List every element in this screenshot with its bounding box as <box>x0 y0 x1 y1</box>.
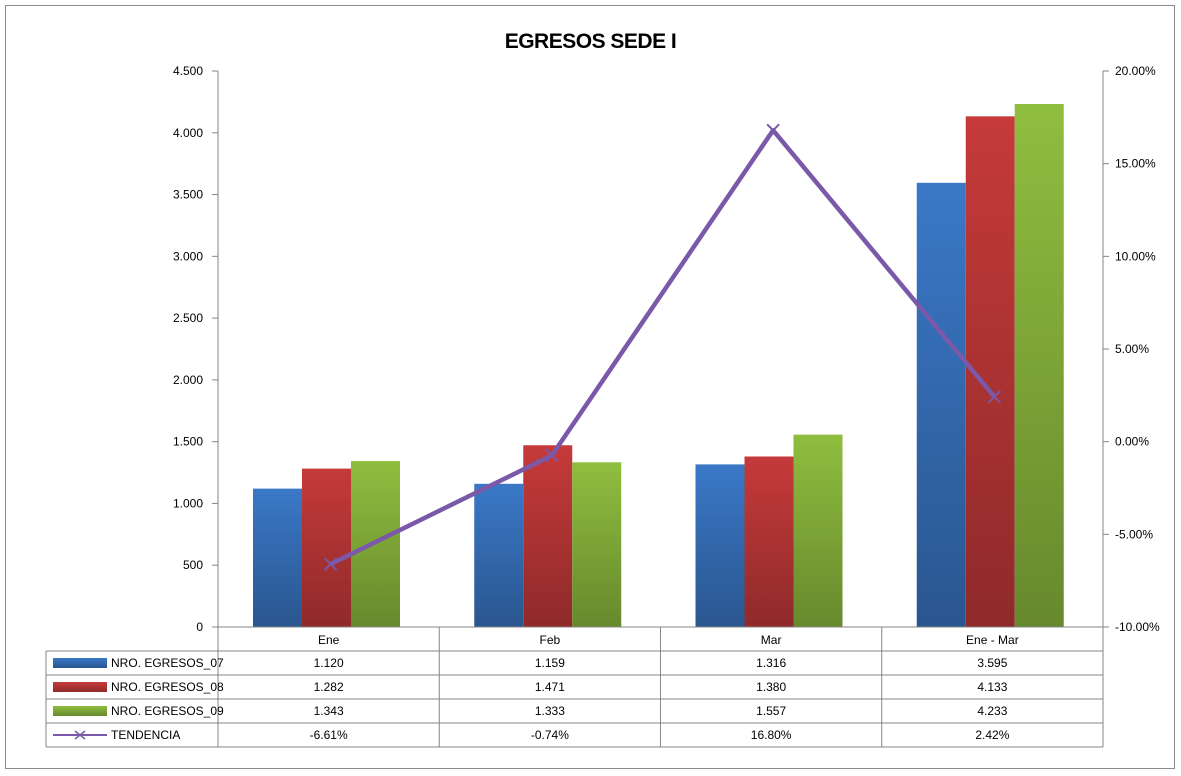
table-cell-value: 1.120 <box>314 656 344 670</box>
table-cell-value: 2.42% <box>975 728 1009 742</box>
y-left-tick-label: 500 <box>183 558 203 572</box>
category-label: Mar <box>761 633 782 647</box>
trend-line <box>329 128 997 567</box>
table-cell-value: 1.343 <box>314 704 344 718</box>
category-label: Feb <box>540 633 561 647</box>
table-cell-value: 1.557 <box>756 704 786 718</box>
trend-line-layer <box>323 123 1002 571</box>
table-cell-value: 1.316 <box>756 656 786 670</box>
y-right-tick-label: 15.00% <box>1115 157 1156 171</box>
y-right-tick-label: 20.00% <box>1115 64 1156 78</box>
bar <box>793 434 843 627</box>
table-cell-value: 4.133 <box>977 680 1007 694</box>
table-cell-value: 3.595 <box>977 656 1007 670</box>
legend-key-bar <box>53 658 107 668</box>
y-left-tick-label: 3.500 <box>173 188 203 202</box>
table-cell-value: 1.380 <box>756 680 786 694</box>
y-right-tick-label: -5.00% <box>1115 527 1153 541</box>
trend-point-marker <box>323 557 338 571</box>
table-cell-value: -6.61% <box>310 728 348 742</box>
bar <box>474 483 524 627</box>
trend-point-marker <box>545 448 559 463</box>
y-left-tick-label: 1.500 <box>173 435 203 449</box>
y-right-tick-label: 5.00% <box>1115 342 1149 356</box>
y-right-tick-label: 0.00% <box>1115 435 1149 449</box>
y-right-tick-label: 10.00% <box>1115 249 1156 263</box>
bar <box>253 488 302 627</box>
bars-layer <box>253 103 1064 628</box>
bar <box>744 456 794 627</box>
legend-series-name: NRO. EGRESOS_08 <box>111 680 224 694</box>
table-cell-value: 1.471 <box>535 680 565 694</box>
y-left-tick-label: 4.500 <box>173 64 203 78</box>
table-cell-value: 1.282 <box>314 680 344 694</box>
category-label: Ene - Mar <box>966 633 1019 647</box>
category-label: Ene <box>318 633 340 647</box>
y-left-tick-label: 1.000 <box>173 496 203 510</box>
y-left-tick-label: 3.000 <box>173 249 203 263</box>
legend-key-marker <box>74 730 86 740</box>
table-cell-value: 4.233 <box>977 704 1007 718</box>
table-cell-value: -0.74% <box>531 728 569 742</box>
table-cell-value: 1.159 <box>535 656 565 670</box>
chart-title: EGRESOS SEDE I <box>504 30 677 53</box>
legend-key-bar <box>53 706 107 716</box>
y-right-tick-label: -10.00% <box>1115 620 1160 634</box>
legend-key-bar <box>53 682 107 692</box>
legend-series-name: TENDENCIA <box>111 728 180 742</box>
y-left-tick-label: 0 <box>196 620 203 634</box>
y-left-tick-label: 4.000 <box>173 126 203 140</box>
data-table: Ene Feb Mar Ene - Mar NRO. EGRESOS_07 1.120 1.… <box>45 626 1104 748</box>
bar <box>1014 103 1064 628</box>
bar <box>916 182 966 627</box>
y-left-tick-label: 2.500 <box>173 311 203 325</box>
y-left-tick-label: 2.000 <box>173 373 203 387</box>
table-cell-value: 16.80% <box>751 728 792 742</box>
legend-series-name: NRO. EGRESOS_07 <box>111 656 224 670</box>
bar <box>302 468 351 627</box>
axes-layer: 0 500 1.000 1.500 2.000 2.500 3.000 3.500 4.000 4… <box>173 64 1160 634</box>
bar <box>523 445 573 627</box>
trend-point-marker <box>987 390 1002 404</box>
trend-point-marker <box>766 123 780 138</box>
table-cell-value: 1.333 <box>535 704 565 718</box>
bar <box>572 462 622 627</box>
legend-series-name: NRO. EGRESOS_09 <box>111 704 224 718</box>
bar <box>695 464 745 627</box>
